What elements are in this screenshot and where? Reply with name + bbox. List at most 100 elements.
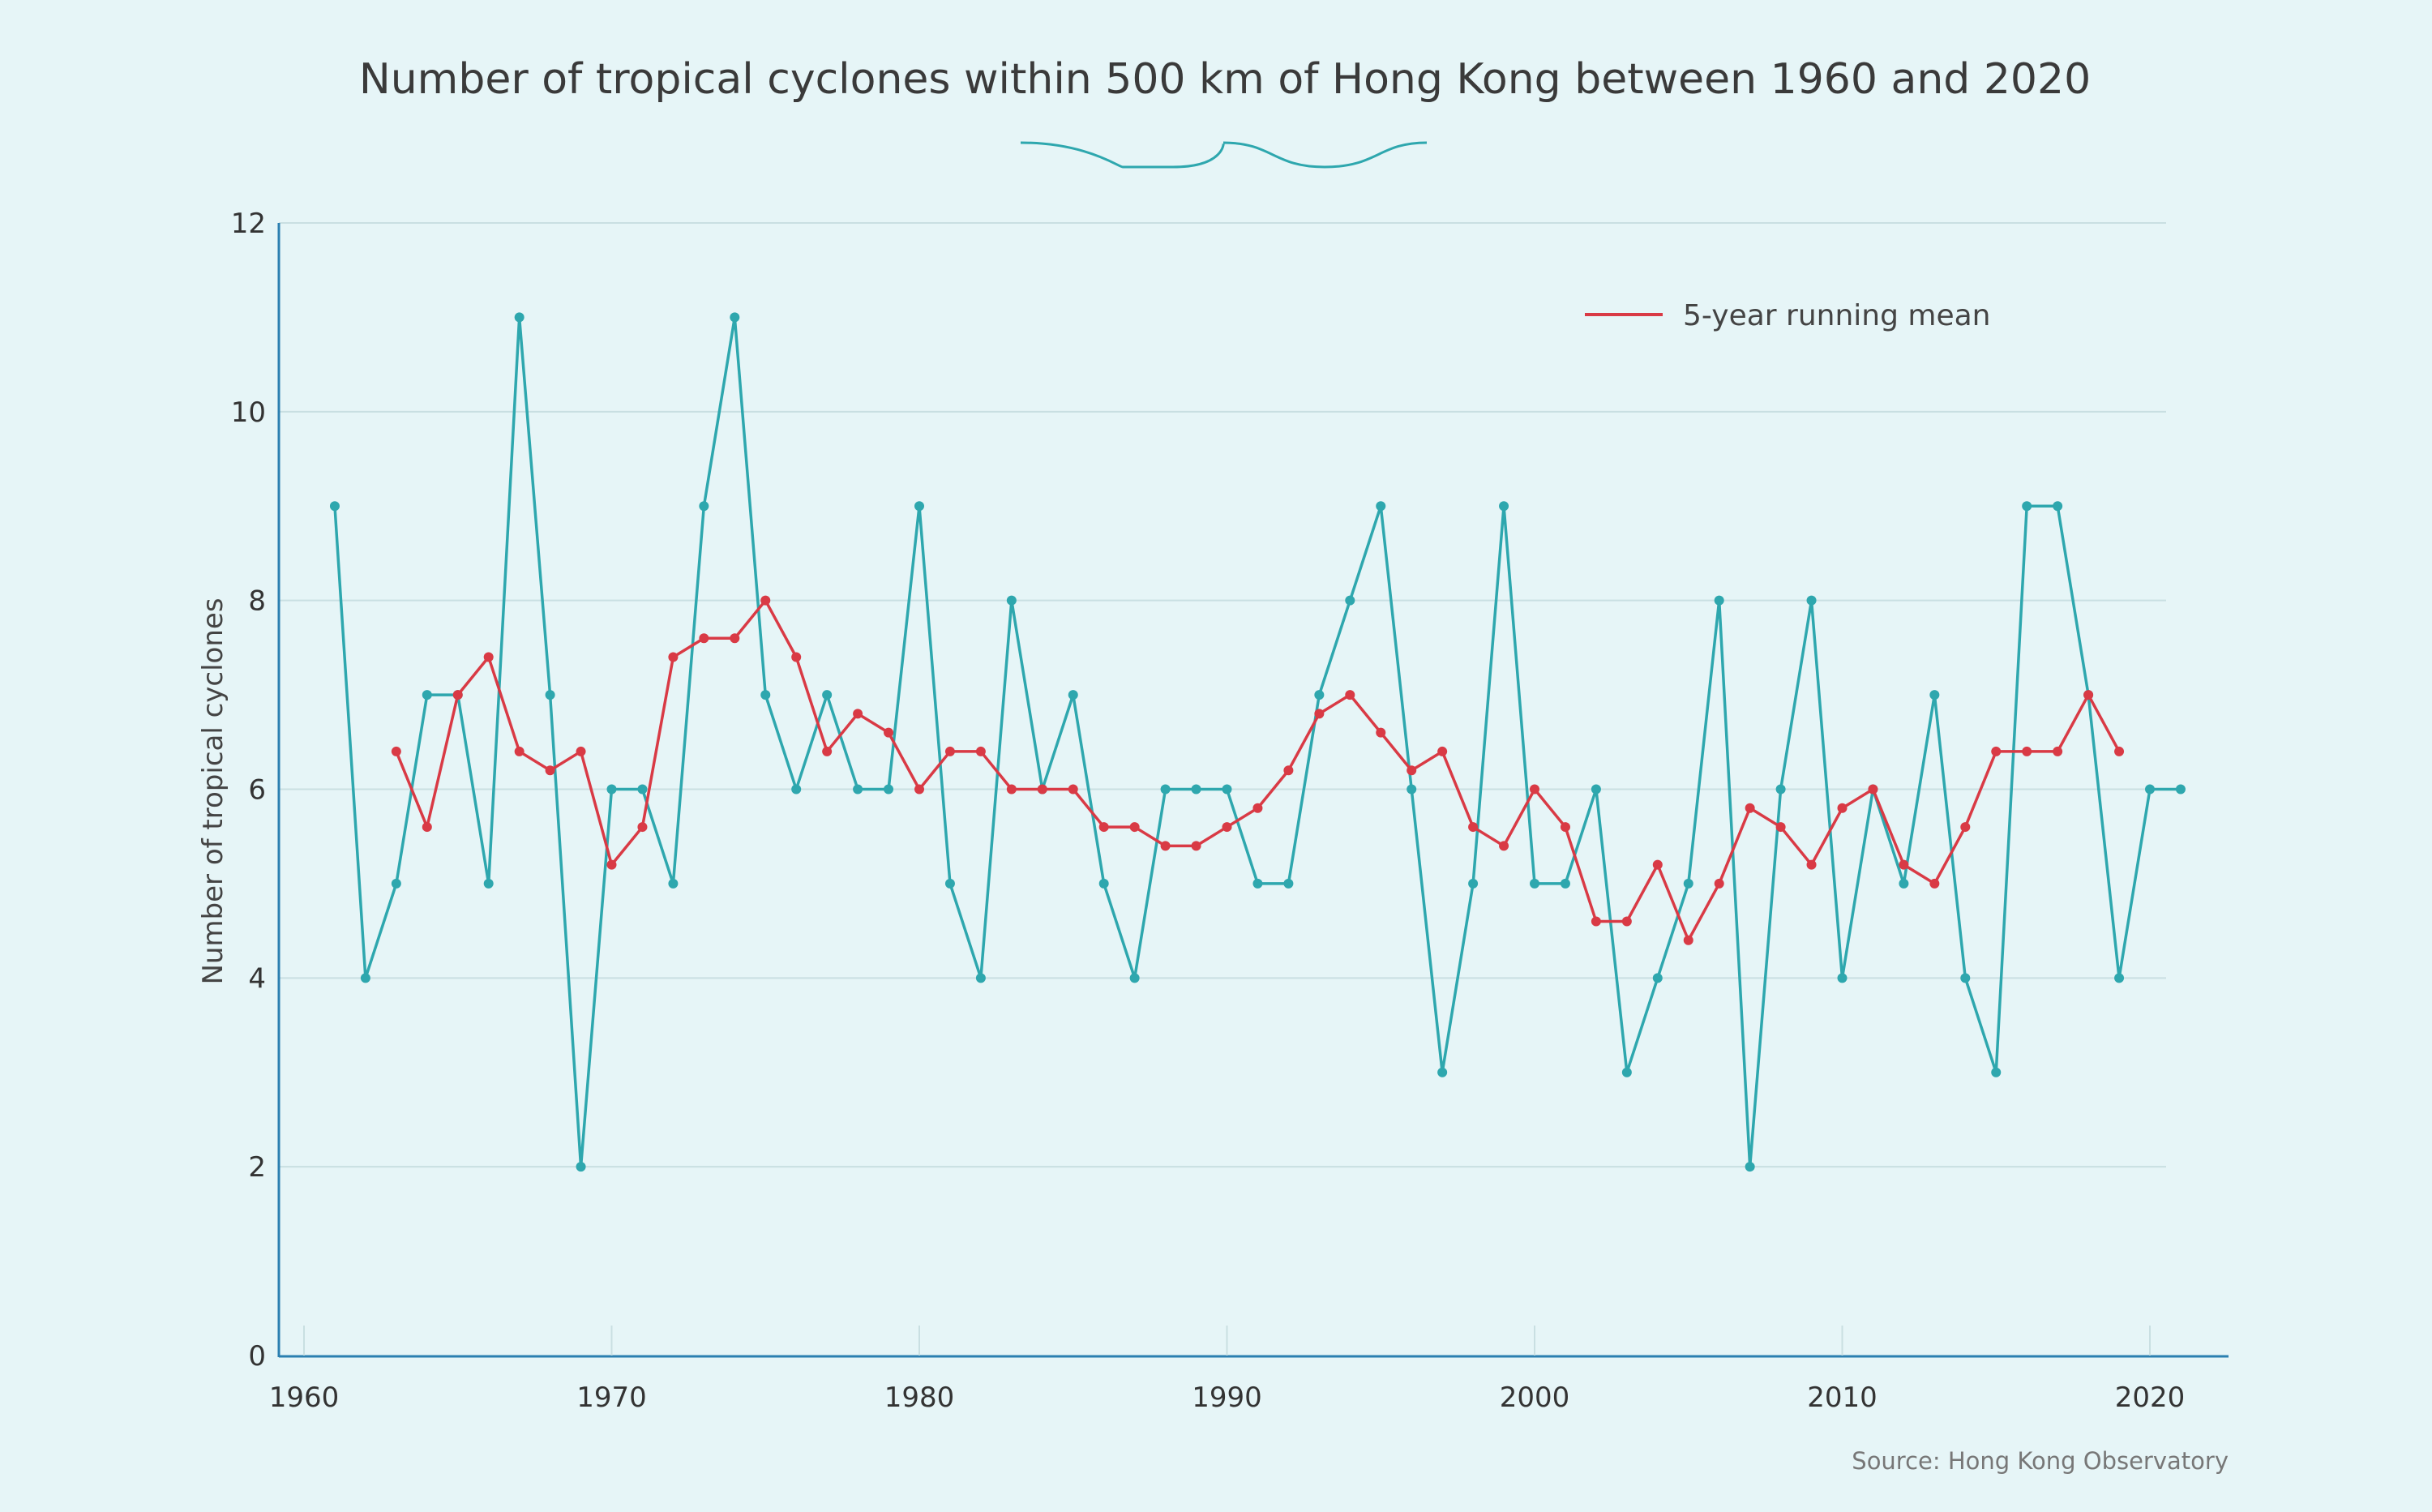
running-mean-point [853,709,863,719]
chart-title: Number of tropical cyclones within 500 k… [359,55,2091,104]
y-tick-label: 0 [248,1340,266,1373]
cyclone-count-point [1652,973,1663,983]
running-mean-point [1129,822,1140,833]
x-tick-label: 2020 [2115,1381,2186,1414]
cyclone-count-point [1345,595,1355,606]
cyclone-count-point [2022,501,2032,512]
cyclone-count-point [822,690,833,700]
running-mean-point [1868,784,1878,795]
running-mean-point [1283,765,1294,776]
running-mean-point [1991,746,2002,756]
cyclone-count-point [1283,878,1294,889]
cyclone-count-point [699,501,709,512]
cyclone-count-point [853,784,863,795]
cyclone-count-point [1899,878,1909,889]
cyclone-count-point [2145,784,2155,795]
cyclone-count-point [1006,595,1017,606]
cyclone-count-point [1160,784,1171,795]
cyclone-count-point [760,690,771,700]
cyclone-count-point [329,501,340,512]
running-mean-point [1960,822,1971,833]
running-mean-point [822,746,833,756]
cyclone-count-point [391,878,401,889]
cyclone-count-point [1683,878,1693,889]
cyclone-count-point [1314,690,1325,700]
x-tick-label: 1960 [269,1381,340,1414]
running-mean-point [730,633,740,644]
cyclone-count-point [606,784,617,795]
running-mean-point [1222,822,1232,833]
running-mean-point [1837,803,1848,813]
running-mean-point [1037,784,1047,795]
running-mean-point [2053,746,2063,756]
cyclone-count-point [1499,501,1509,512]
running-mean-point [975,746,986,756]
cyclone-count-point [1775,784,1786,795]
cyclone-count-point [1222,784,1232,795]
running-mean-point [1745,803,1755,813]
cyclone-count-point [1068,690,1078,700]
running-mean-point [483,652,494,662]
cyclone-count-point [1191,784,1201,795]
running-mean-point [2114,746,2125,756]
cyclone-count-point [545,690,555,700]
wave-decoration [1020,141,1428,169]
legend: 5-year running mean [1585,299,1990,332]
cyclone-count-point [1468,878,1479,889]
running-mean-point [637,822,648,833]
running-mean-point [1899,859,1909,870]
running-mean-point [1652,859,1663,870]
running-mean-point [1376,727,1386,738]
running-mean-point [1775,822,1786,833]
legend-label: 5-year running mean [1683,299,1990,332]
running-mean-point [452,690,463,700]
y-tick-label: 6 [248,774,266,807]
cyclone-count-point [1252,878,1263,889]
cyclone-count-point [668,878,679,889]
x-tick-label: 1980 [884,1381,955,1414]
cyclone-count-point [1129,973,1140,983]
cyclone-count-point [1098,878,1109,889]
running-mean-point [545,765,555,776]
running-mean-point [1621,916,1632,927]
cyclone-count-point [884,784,894,795]
cyclone-count-point [1837,973,1848,983]
x-tick-label: 2000 [1500,1381,1570,1414]
running-mean-point [1437,746,1448,756]
running-mean-point [1530,784,1539,795]
cyclone-count-point [1621,1067,1632,1077]
cyclone-count-point [514,312,525,323]
running-mean-point [914,784,924,795]
y-tick-label: 10 [231,396,266,429]
cyclone-count-point [483,878,494,889]
cyclone-count-point [730,312,740,323]
running-mean-point [668,652,679,662]
cyclone-count-point [2175,784,2186,795]
running-mean-point [1098,822,1109,833]
cyclone-count-point [422,690,432,700]
running-mean-point [1714,878,1724,889]
running-mean-point [1252,803,1263,813]
y-tick-label: 4 [248,962,266,995]
y-tick-label: 2 [248,1151,266,1184]
source-note: Source: Hong Kong Observatory [1852,1447,2229,1475]
running-mean-point [2083,690,2094,700]
running-mean-line [395,598,2121,942]
running-mean-point [1068,784,1078,795]
cyclone-count-line [333,315,2181,1168]
running-mean-point [1929,878,1940,889]
running-mean-point [1591,916,1601,927]
cyclone-count-point [637,784,648,795]
cyclone-count-point [360,973,370,983]
cyclone-count-point [975,973,986,983]
running-mean-point [1191,841,1201,851]
running-mean-point [1683,935,1693,945]
cyclone-count-point [1714,595,1724,606]
running-mean-point [1499,841,1509,851]
cyclone-count-point [1806,595,1817,606]
cyclone-count-point [1745,1162,1755,1172]
running-mean-point [699,633,709,644]
cyclone-count-point [791,784,802,795]
running-mean-point [2022,746,2032,756]
